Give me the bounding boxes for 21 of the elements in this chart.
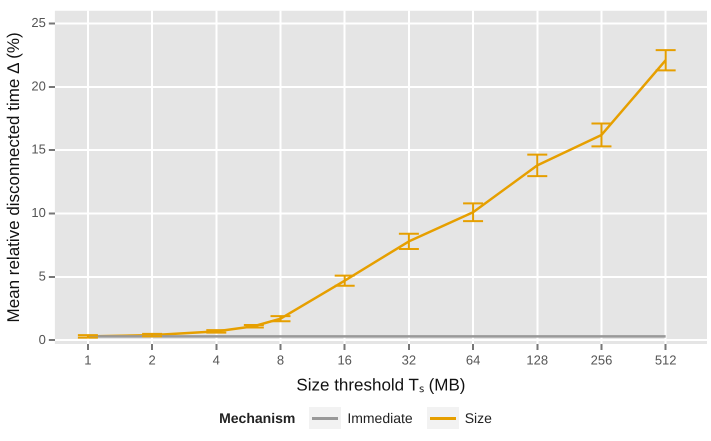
y-tick-label: 25	[31, 15, 46, 30]
x-tick-label: 256	[590, 352, 612, 368]
legend-title: Mechanism	[219, 410, 296, 426]
x-tick-label: 128	[526, 352, 548, 368]
x-tick-label: 2	[148, 352, 156, 368]
legend-label: Immediate	[347, 410, 413, 426]
x-axis-title: Size threshold Tₛ (MB)	[296, 375, 466, 394]
y-tick-label: 10	[31, 205, 46, 220]
x-tick-label: 64	[466, 352, 480, 368]
y-axis-title: Mean relative disconnected time Δ (%)	[4, 32, 23, 322]
y-tick-label: 15	[31, 142, 46, 157]
x-tick-label: 32	[402, 352, 416, 368]
legend-label: Size	[464, 410, 492, 426]
x-tick-label: 1	[84, 352, 92, 368]
y-tick-label: 0	[38, 332, 46, 347]
x-tick-label: 512	[654, 352, 677, 368]
x-tick-label: 16	[337, 352, 352, 368]
y-tick-label: 20	[31, 78, 46, 94]
x-tick-label: 4	[212, 352, 220, 368]
y-tick-label: 5	[38, 268, 46, 284]
x-tick-label: 8	[276, 352, 284, 368]
